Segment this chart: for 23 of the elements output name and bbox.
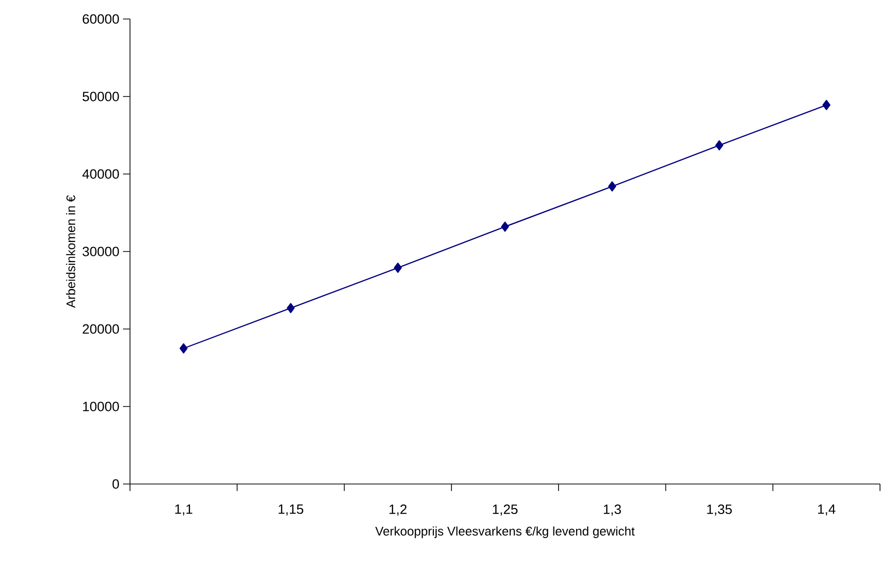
y-tick-label: 60000	[82, 14, 119, 24]
point	[180, 343, 188, 354]
point	[394, 262, 402, 273]
point	[608, 181, 616, 192]
x-tick-label: 1,35	[707, 504, 732, 516]
y-tick-label: 0	[112, 479, 119, 489]
y-tick-label: 20000	[82, 324, 119, 334]
x-tick-label: 1,1	[175, 504, 192, 516]
point	[286, 302, 295, 314]
point	[501, 222, 509, 232]
point	[822, 100, 830, 110]
x-tick-label: 1,2	[390, 504, 407, 516]
x-axis-title: Verkoopprijs Vleesvarkens €/kg levend gewicht	[375, 526, 635, 538]
y-tick-label: 30000	[82, 246, 119, 256]
x-tick-label: 1,4	[818, 504, 836, 516]
x-tick-label: 1,15	[278, 504, 304, 516]
y-tick-label: 40000	[82, 169, 119, 179]
y-tick-label: 50000	[82, 92, 119, 102]
y-tick-label: 10000	[83, 402, 119, 412]
point	[715, 140, 724, 150]
x-tick-label: 1,25	[492, 504, 518, 516]
y-axis-title: Arbeidsinkomen in €	[66, 195, 76, 308]
x-tick-label: 1,3	[604, 504, 621, 516]
